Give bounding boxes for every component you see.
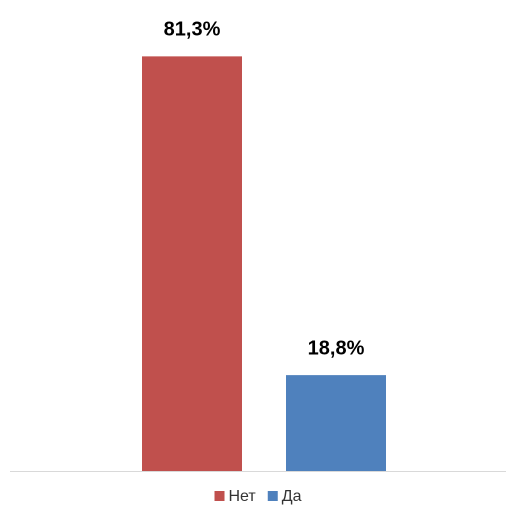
data-label: 81,3% — [164, 19, 221, 41]
data-label: 18,8% — [308, 337, 365, 359]
bar — [286, 375, 386, 471]
legend-swatch — [267, 491, 278, 501]
legend-swatch — [214, 491, 225, 501]
legend-label: Да — [282, 488, 302, 505]
legend-label: Нет — [229, 488, 257, 505]
bar — [142, 56, 242, 472]
